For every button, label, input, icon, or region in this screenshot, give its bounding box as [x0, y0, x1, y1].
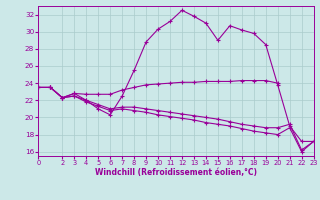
X-axis label: Windchill (Refroidissement éolien,°C): Windchill (Refroidissement éolien,°C) — [95, 168, 257, 177]
